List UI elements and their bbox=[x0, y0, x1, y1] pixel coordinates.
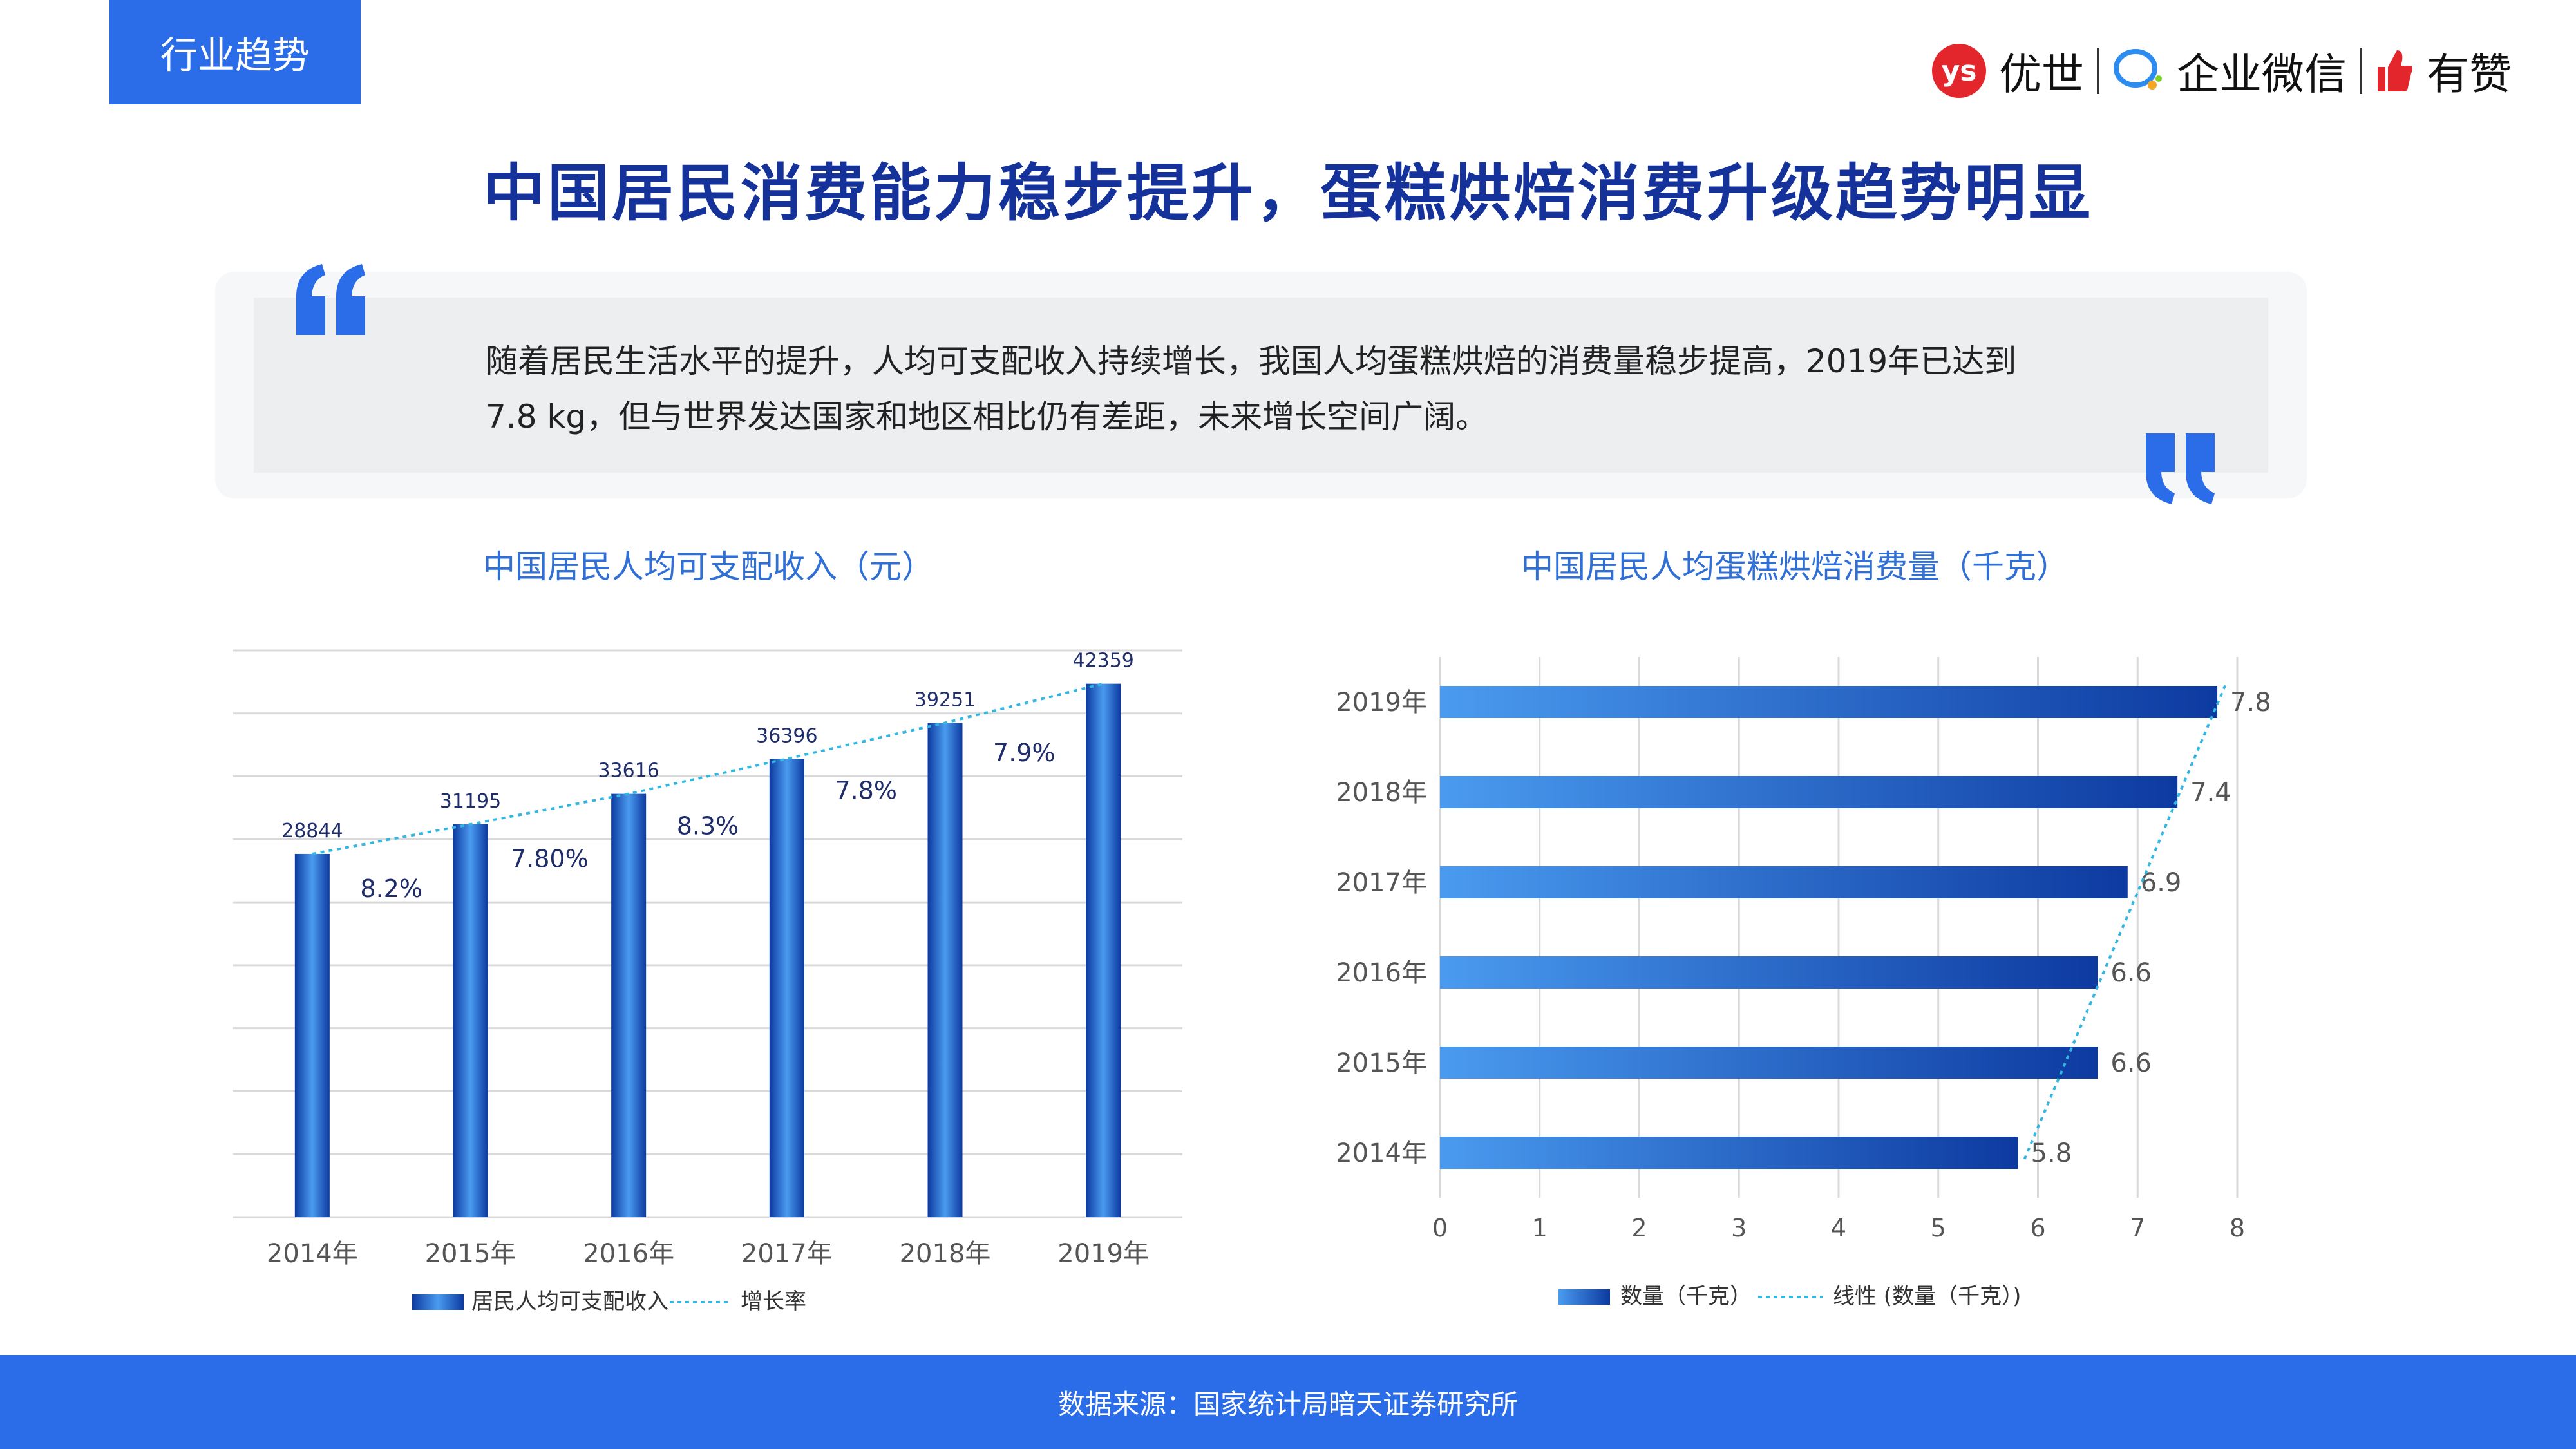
consumption-bar bbox=[1440, 686, 2218, 718]
consumption-bar bbox=[1440, 776, 2178, 808]
brand-divider bbox=[2097, 48, 2099, 94]
income-bar bbox=[769, 759, 804, 1217]
thumbs-up-icon bbox=[2378, 50, 2412, 91]
growth-rate-label: 7.80% bbox=[511, 844, 589, 873]
x-tick-label: 7 bbox=[2130, 1214, 2145, 1242]
section-tag: 行业趋势 bbox=[109, 0, 361, 104]
income-bar bbox=[927, 723, 963, 1217]
data-label: 7.4 bbox=[2190, 778, 2231, 808]
x-tick-label: 8 bbox=[2230, 1214, 2245, 1242]
x-tick-label: 3 bbox=[1731, 1214, 1747, 1242]
growth-trend-line bbox=[312, 682, 1104, 855]
legend-bar-label: 数量（千克） bbox=[1620, 1283, 1752, 1309]
data-label: 7.8 bbox=[2230, 688, 2271, 717]
brand-logos: ys 优世 企业微信 有赞 bbox=[1932, 39, 2512, 103]
youshi-logo-icon: ys bbox=[1932, 44, 1986, 98]
page-title: 中国居民消费能力稳步提升，蛋糕烘焙消费升级趋势明显 bbox=[483, 157, 2093, 229]
y-tick-label: 2015年 bbox=[1336, 1048, 1427, 1078]
x-tick-label: 4 bbox=[1831, 1214, 1846, 1242]
legend-bar-label: 居民人均可支配收入 bbox=[471, 1289, 668, 1314]
quote-text: 随着居民生活水平的提升，人均可支配收入持续增长，我国人均蛋糕烘焙的消费量稳步提高… bbox=[486, 343, 2017, 435]
y-tick-label: 2014年 bbox=[1336, 1139, 1427, 1168]
consumption-bar bbox=[1440, 956, 2098, 989]
data-label: 5.8 bbox=[2031, 1139, 2072, 1168]
wecom-logo-text: 企业微信 bbox=[2177, 50, 2347, 99]
income-chart: 28844 2014年 31195 2015年 33616 2016年 36396 2017年… bbox=[233, 649, 1182, 1314]
x-tick-label: 2 bbox=[1631, 1214, 1647, 1242]
x-tick-label: 0 bbox=[1432, 1214, 1448, 1242]
data-label: 28844 bbox=[281, 820, 343, 842]
income-bar bbox=[294, 853, 330, 1217]
source-footer: 数据来源：国家统计局暗天证券研究所 bbox=[0, 1355, 2576, 1449]
close-quote-icon bbox=[2146, 433, 2215, 504]
y-tick-label: 2017年 bbox=[1336, 868, 1427, 898]
consumption-bar bbox=[1440, 1137, 2018, 1169]
legend-trend-label: 线性 (数量（千克）) bbox=[1833, 1283, 2021, 1309]
growth-rate-label: 8.2% bbox=[360, 875, 422, 903]
income-chart-title: 中国居民人均可支配收入（元） bbox=[483, 548, 934, 585]
data-label: 6.9 bbox=[2141, 868, 2182, 898]
data-label: 33616 bbox=[598, 760, 659, 782]
consumption-chart: 0 1 2 3 4 5 6 7 8 2019年 7.8 2018年 7.4 2017年 6.9 2016年 6.… bbox=[1336, 657, 2271, 1309]
data-label: 36396 bbox=[756, 724, 817, 747]
legend-bar-swatch bbox=[412, 1294, 464, 1310]
x-tick-label: 2014年 bbox=[267, 1239, 358, 1269]
x-tick-label: 2016年 bbox=[583, 1239, 674, 1269]
data-label: 39251 bbox=[914, 688, 976, 711]
consumption-chart-title: 中国居民人均蛋糕烘焙消费量（千克） bbox=[1521, 548, 2069, 585]
x-tick-label: 2018年 bbox=[900, 1239, 991, 1269]
brand-divider bbox=[2360, 48, 2362, 94]
growth-rate-label: 7.9% bbox=[993, 739, 1056, 767]
income-bar bbox=[611, 793, 647, 1217]
legend-trend-label: 增长率 bbox=[741, 1289, 806, 1314]
wecom-logo-icon bbox=[2114, 49, 2162, 90]
x-tick-label: 2019年 bbox=[1057, 1239, 1149, 1269]
youshi-logo-text: 优世 bbox=[1999, 50, 2084, 99]
x-tick-label: 2015年 bbox=[425, 1239, 516, 1269]
data-label: 6.6 bbox=[2110, 958, 2152, 988]
data-label: 31195 bbox=[440, 790, 501, 813]
growth-rate-label: 7.8% bbox=[835, 776, 897, 804]
youzan-logo-text: 有赞 bbox=[2427, 50, 2512, 99]
x-tick-label: 2017年 bbox=[741, 1239, 833, 1269]
data-label: 42359 bbox=[1072, 650, 1133, 672]
y-tick-label: 2018年 bbox=[1336, 778, 1427, 808]
y-tick-label: 2019年 bbox=[1336, 688, 1427, 717]
x-tick-label: 6 bbox=[2030, 1214, 2045, 1242]
x-tick-label: 5 bbox=[1931, 1214, 1946, 1242]
linear-trend-line bbox=[2023, 682, 2228, 1160]
legend-bar-swatch bbox=[1558, 1289, 1610, 1305]
y-tick-label: 2016年 bbox=[1336, 958, 1427, 988]
income-bar bbox=[453, 824, 488, 1217]
income-bar bbox=[1086, 683, 1121, 1217]
data-label: 6.6 bbox=[2110, 1048, 2152, 1078]
growth-rate-label: 8.3% bbox=[677, 811, 739, 840]
quote-box bbox=[215, 272, 2307, 498]
open-quote-icon bbox=[296, 264, 365, 335]
consumption-bar bbox=[1440, 866, 2128, 898]
consumption-bar bbox=[1440, 1046, 2098, 1079]
x-tick-label: 1 bbox=[1532, 1214, 1548, 1242]
